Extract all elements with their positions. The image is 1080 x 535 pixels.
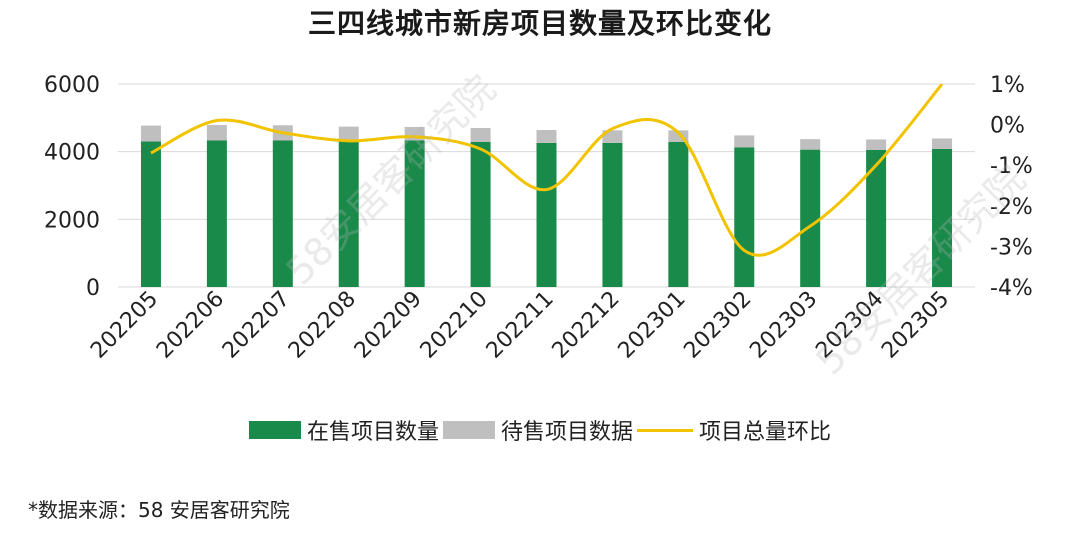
bar-pending xyxy=(140,125,161,142)
y-left-tick-label: 4000 xyxy=(44,141,100,166)
x-tick-label: 202302 xyxy=(679,287,756,364)
data-source-note: *数据来源：58 安居客研究院 xyxy=(28,498,290,522)
bar-onsale xyxy=(272,140,293,287)
bar-pending xyxy=(800,139,821,150)
bar-onsale xyxy=(668,141,689,287)
legend-swatch-onsale xyxy=(248,421,301,439)
bar-onsale xyxy=(206,140,227,287)
bar-pending xyxy=(602,130,623,143)
y-left-tick-label: 6000 xyxy=(44,73,100,98)
bar-pending xyxy=(338,126,359,142)
y-right-tick-label: -3% xyxy=(990,235,1033,260)
legend-swatch-mom xyxy=(637,428,693,432)
x-tick-label: 202304 xyxy=(811,287,888,364)
x-tick-label: 202305 xyxy=(877,287,954,364)
bar-onsale xyxy=(338,141,359,287)
y-right-tick-label: 1% xyxy=(990,73,1025,98)
chart-legend: 在售项目数量 待售项目数据 项目总量环比 xyxy=(0,414,1080,446)
bar-onsale xyxy=(866,149,887,287)
y-left-tick-label: 2000 xyxy=(44,208,100,233)
line-mom xyxy=(150,84,944,257)
x-tick-label: 202206 xyxy=(152,287,229,364)
x-tick-label: 202210 xyxy=(416,287,493,364)
bar-pending xyxy=(206,124,227,141)
bar-pending xyxy=(470,127,491,142)
chart-title: 三四线城市新房项目数量及环比变化 xyxy=(307,7,772,40)
bar-pending xyxy=(866,139,887,150)
x-tick-label: 202301 xyxy=(614,287,691,364)
legend-label-pending: 待售项目数据 xyxy=(500,420,633,445)
bar-pending xyxy=(734,135,755,148)
legend-item-mom: 项目总量环比 xyxy=(637,414,831,446)
legend-item-onsale: 在售项目数量 xyxy=(248,414,439,446)
bar-pending xyxy=(536,130,557,143)
x-tick-label: 202303 xyxy=(745,287,822,364)
y-right-tick-label: -1% xyxy=(990,154,1033,179)
bar-onsale xyxy=(602,142,623,287)
y-right-tick-label: -2% xyxy=(990,195,1033,220)
legend-label-onsale: 在售项目数量 xyxy=(306,420,439,445)
legend-swatch-pending xyxy=(442,421,495,439)
legend-item-pending: 待售项目数据 xyxy=(442,414,633,446)
bar-onsale xyxy=(404,140,425,287)
x-tick-label: 202207 xyxy=(218,287,295,364)
bar-pending xyxy=(932,138,953,149)
bar-onsale xyxy=(734,147,755,287)
bar-pending xyxy=(668,130,689,142)
bar-onsale xyxy=(470,141,491,287)
y-left-tick-label: 0 xyxy=(86,276,100,301)
bar-onsale xyxy=(800,149,821,287)
legend-label-mom: 项目总量环比 xyxy=(699,420,832,445)
x-tick-label: 202212 xyxy=(548,287,625,364)
x-tick-label: 202208 xyxy=(284,287,361,364)
bar-onsale xyxy=(140,141,161,287)
bar-onsale xyxy=(536,142,557,287)
x-tick-label: 202209 xyxy=(350,287,427,364)
x-tick-label: 202211 xyxy=(482,287,559,364)
bar-onsale xyxy=(932,148,953,287)
y-right-tick-label: -4% xyxy=(990,276,1033,301)
y-right-tick-label: 0% xyxy=(990,114,1025,139)
